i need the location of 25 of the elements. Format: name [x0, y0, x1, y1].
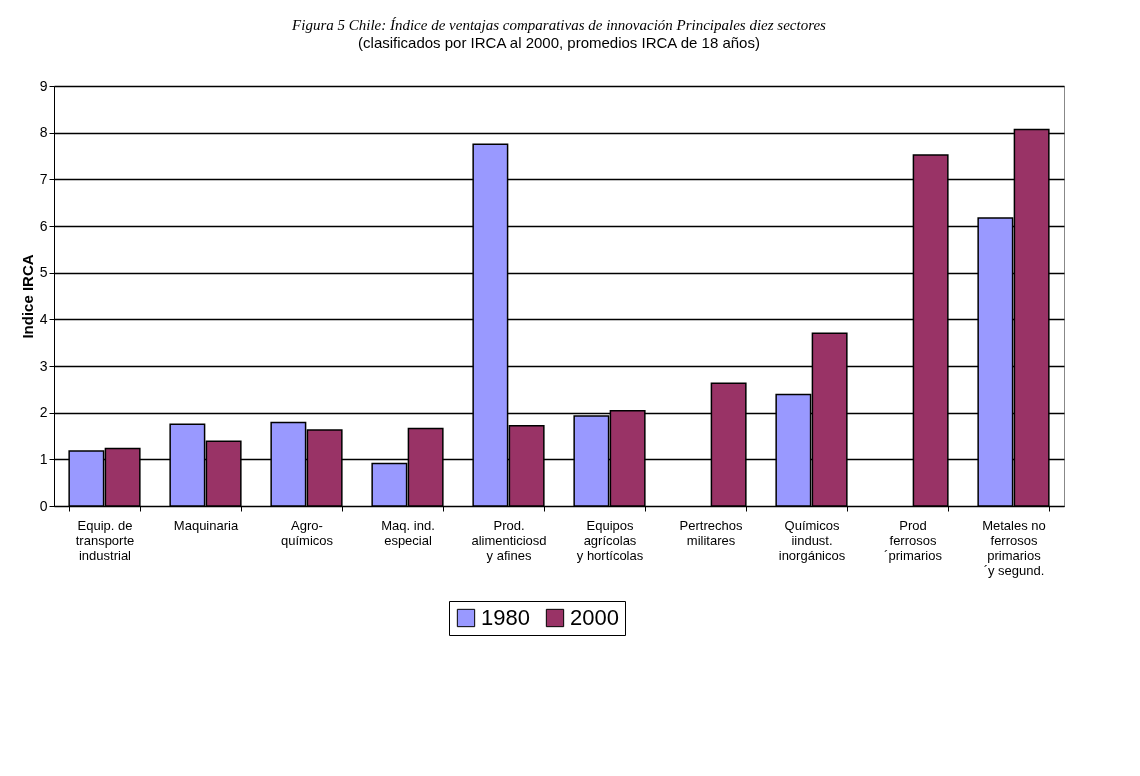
x-tick-label: Metales no ferrosos primarios ´y segund.	[982, 517, 1046, 578]
y-tick-label: 7	[39, 170, 48, 187]
y-tick-label: 5	[39, 264, 48, 281]
y-tick-label: 9	[39, 77, 48, 94]
x-tick-label: Químicos iindust. inorgánicos	[778, 517, 846, 563]
legend-label: 1980	[481, 605, 530, 630]
x-tick-label: Prod ferrosos ´primarios	[884, 517, 943, 563]
x-tick-label: Equip. de transporte industrial	[75, 517, 135, 563]
x-tick-label: Equipos agrícolas y hortícolas	[576, 517, 644, 563]
x-tick-label: Agro- químicos	[280, 517, 334, 548]
y-tick-label: 0	[39, 497, 48, 514]
y-tick-label: 3	[39, 357, 48, 374]
y-tick-label: 4	[39, 310, 48, 327]
x-tick-label: Prod. alimenticiosd y afines	[471, 517, 547, 563]
legend-label: 2000	[570, 605, 619, 630]
y-tick-label: 2	[39, 404, 48, 421]
x-tick-label: Pertrechos militares	[679, 517, 743, 548]
y-tick-label: 1	[39, 450, 48, 467]
y-tick-label: 8	[39, 124, 48, 141]
x-tick-label: Maq. ind. especial	[381, 517, 435, 548]
y-tick-label: 6	[39, 217, 48, 234]
chart-subtitle: (clasificados por IRCA al 2000, promedios IRCA de 18 años)	[358, 34, 760, 51]
chart-title: Figura 5 Chile: Índice de ventajas comparativas de innovación Principales diez sectores	[291, 17, 827, 33]
y-axis-title: Indice IRCA	[18, 254, 36, 339]
x-tick-label: Maquinaria	[173, 517, 239, 533]
